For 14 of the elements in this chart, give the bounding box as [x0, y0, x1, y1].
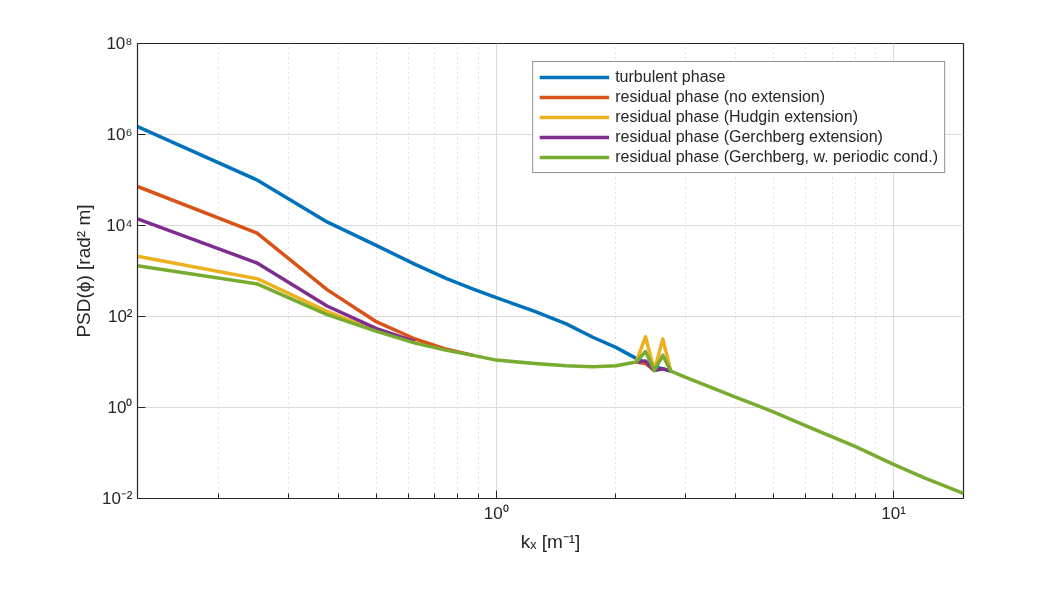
y-tick-label: 10⁰	[107, 398, 133, 417]
y-tick-label: 10⁸	[106, 34, 133, 53]
y-tick-label: 10⁶	[106, 125, 133, 144]
y-tick-label: 10²	[107, 307, 133, 326]
y-tick-label: 10⁻²	[101, 489, 133, 508]
x-tick-label: 10¹	[881, 503, 907, 523]
legend-label: residual phase (Gerchberg, w. periodic cond.)	[615, 148, 938, 166]
legend-label: turbulent phase	[615, 68, 726, 86]
x-axis-title: kₓ [m⁻¹]	[520, 530, 581, 552]
y-tick-label: 10⁴	[106, 216, 133, 235]
legend-label: residual phase (no extension)	[615, 88, 826, 106]
y-axis-title: PSD(ϕ) [rad² m]	[72, 204, 94, 338]
legend-label: residual phase (Hudgin extension)	[615, 108, 858, 126]
legend-label: residual phase (Gerchberg extension)	[615, 128, 883, 146]
